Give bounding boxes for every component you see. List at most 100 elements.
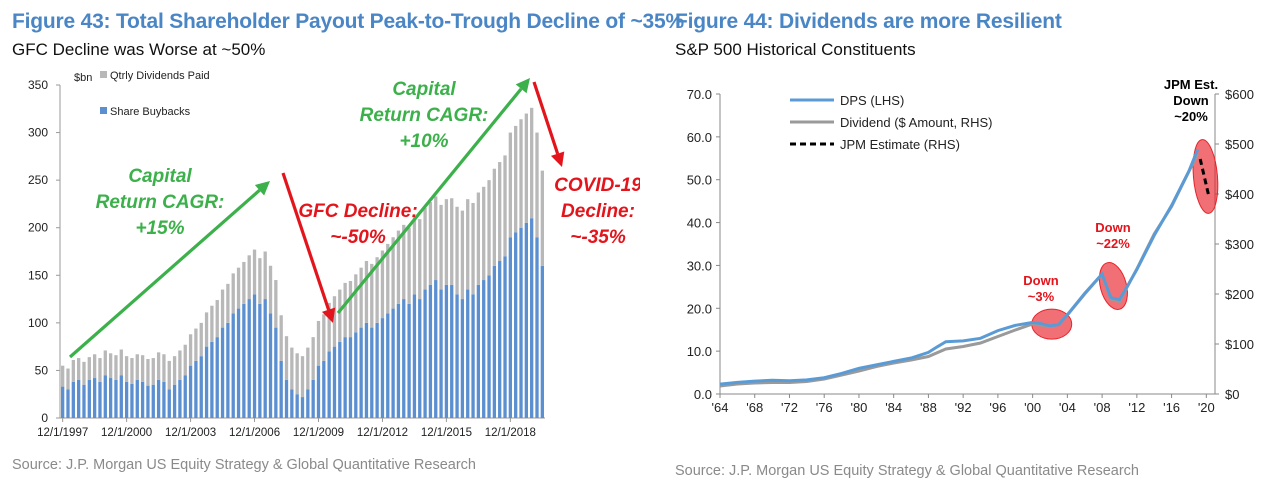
figure-44-subtitle: S&P 500 Historical Constituents: [675, 40, 916, 59]
bar-share-buybacks: [402, 299, 406, 418]
bar-share-buybacks: [290, 389, 294, 418]
bar-share-buybacks: [156, 379, 161, 418]
bar-share-buybacks: [476, 284, 481, 418]
bar-share-buybacks: [151, 384, 155, 418]
annotation-gfc: GFC Decline:: [298, 201, 417, 222]
right-tick-label: $0: [1225, 387, 1239, 402]
arrow-head: [254, 181, 270, 196]
arrow-shaft: [68, 189, 261, 359]
arrow-cagr-10: [336, 78, 530, 315]
bar-share-buybacks: [407, 303, 411, 418]
x-tick-label: '20: [1198, 400, 1215, 415]
right-tick-label: $200: [1225, 287, 1254, 302]
bar-share-buybacks: [482, 280, 486, 418]
bar-share-buybacks: [258, 303, 262, 418]
bar-share-buybacks: [103, 375, 107, 418]
bar-share-buybacks: [135, 379, 139, 418]
bar-dividends: [119, 349, 123, 376]
figure-44-source: Source: J.P. Morgan US Equity Strategy &…: [675, 463, 1139, 479]
x-tick-label: '96: [989, 400, 1006, 415]
bar-share-buybacks: [471, 294, 475, 418]
x-tick-label: 12/1/2003: [165, 427, 216, 439]
bar-share-buybacks: [71, 381, 75, 418]
bar-share-buybacks: [498, 261, 502, 418]
bar-dividends: [290, 347, 294, 390]
bar-share-buybacks: [130, 383, 134, 418]
bar-share-buybacks: [418, 299, 422, 418]
bar-dividends: [252, 249, 257, 295]
bar-share-buybacks: [348, 337, 353, 418]
bar-share-buybacks: [274, 327, 278, 418]
bar-share-buybacks: [194, 360, 198, 418]
bar-dividends: [268, 265, 273, 314]
bar-share-buybacks: [359, 327, 363, 418]
bar-dividends: [226, 283, 230, 323]
bar-share-buybacks: [338, 341, 342, 418]
left-tick-label: 20.0: [687, 301, 712, 316]
bar-dividends: [391, 237, 395, 309]
bar-share-buybacks: [492, 265, 497, 418]
x-tick-label: 12/1/2015: [421, 427, 472, 439]
y-tick-label: 0: [41, 411, 48, 425]
y-tick-label: 300: [28, 126, 48, 140]
arrow-head: [515, 78, 530, 94]
bar-dividends: [412, 216, 417, 295]
bar-share-buybacks: [162, 381, 166, 418]
annotation-down-22: Down: [1095, 220, 1130, 235]
bar-dividends: [530, 107, 534, 219]
bar-dividends: [82, 361, 86, 385]
bar-share-buybacks: [178, 379, 182, 418]
bar-share-buybacks: [306, 389, 310, 418]
annotation-down-22: ~22%: [1096, 236, 1130, 251]
bar-dividends: [455, 206, 459, 295]
arrow-shaft: [336, 87, 523, 315]
bar-dividends: [322, 314, 326, 361]
bar-dividends: [71, 359, 75, 382]
bar-dividends: [396, 230, 401, 304]
bar-share-buybacks: [322, 360, 326, 418]
bar-dividends: [167, 360, 171, 390]
bar-dividends: [156, 352, 161, 380]
annotation-jpm-estimate: JPM Est.: [1164, 77, 1218, 92]
annotation-cagr-10: +10%: [399, 131, 448, 152]
y-tick-label: 350: [28, 78, 48, 92]
bar-dividends: [354, 274, 358, 333]
bar-share-buybacks: [87, 379, 91, 418]
bar-dividends: [140, 355, 145, 382]
bar-dividends: [338, 289, 342, 342]
line-jpm-estimate: [1198, 158, 1211, 197]
right-tick-label: $600: [1225, 87, 1254, 102]
bar-dividends: [162, 354, 166, 382]
x-tick-label: '72: [781, 400, 798, 415]
bar-dividends: [66, 368, 70, 390]
legend-swatch-dividends: [100, 71, 107, 78]
line-dividend-amount: [719, 153, 1199, 388]
bar-dividends: [87, 357, 91, 380]
bar-dividends: [135, 354, 139, 380]
bar-share-buybacks: [530, 218, 534, 418]
bar-dividends: [418, 219, 422, 300]
bar-share-buybacks: [311, 379, 315, 418]
bar-dividends: [92, 354, 97, 379]
bar-share-buybacks: [188, 365, 193, 418]
bar-share-buybacks: [61, 386, 65, 418]
bar-share-buybacks: [380, 318, 385, 418]
bar-dividends: [327, 302, 331, 352]
bar-share-buybacks: [487, 275, 491, 418]
bar-dividends: [220, 289, 225, 328]
line-dps: [719, 149, 1199, 386]
bar-share-buybacks: [343, 337, 347, 418]
annotation-down-3: ~3%: [1028, 289, 1055, 304]
x-tick-label: 12/1/2000: [101, 427, 152, 439]
annotation-cagr-10: Return CAGR:: [360, 105, 489, 126]
bar-dividends: [77, 358, 81, 380]
legend-label-dividends: Qtrly Dividends Paid: [110, 70, 210, 82]
bar-dividends: [503, 155, 507, 257]
annotation-cagr-10: Capital: [392, 79, 456, 100]
left-tick-label: 50.0: [687, 173, 712, 188]
left-tick-label: 30.0: [687, 258, 712, 273]
bar-dividends: [332, 296, 337, 347]
bar-dividends: [540, 170, 544, 266]
x-tick-label: '80: [850, 400, 867, 415]
bar-dividends: [348, 280, 353, 338]
